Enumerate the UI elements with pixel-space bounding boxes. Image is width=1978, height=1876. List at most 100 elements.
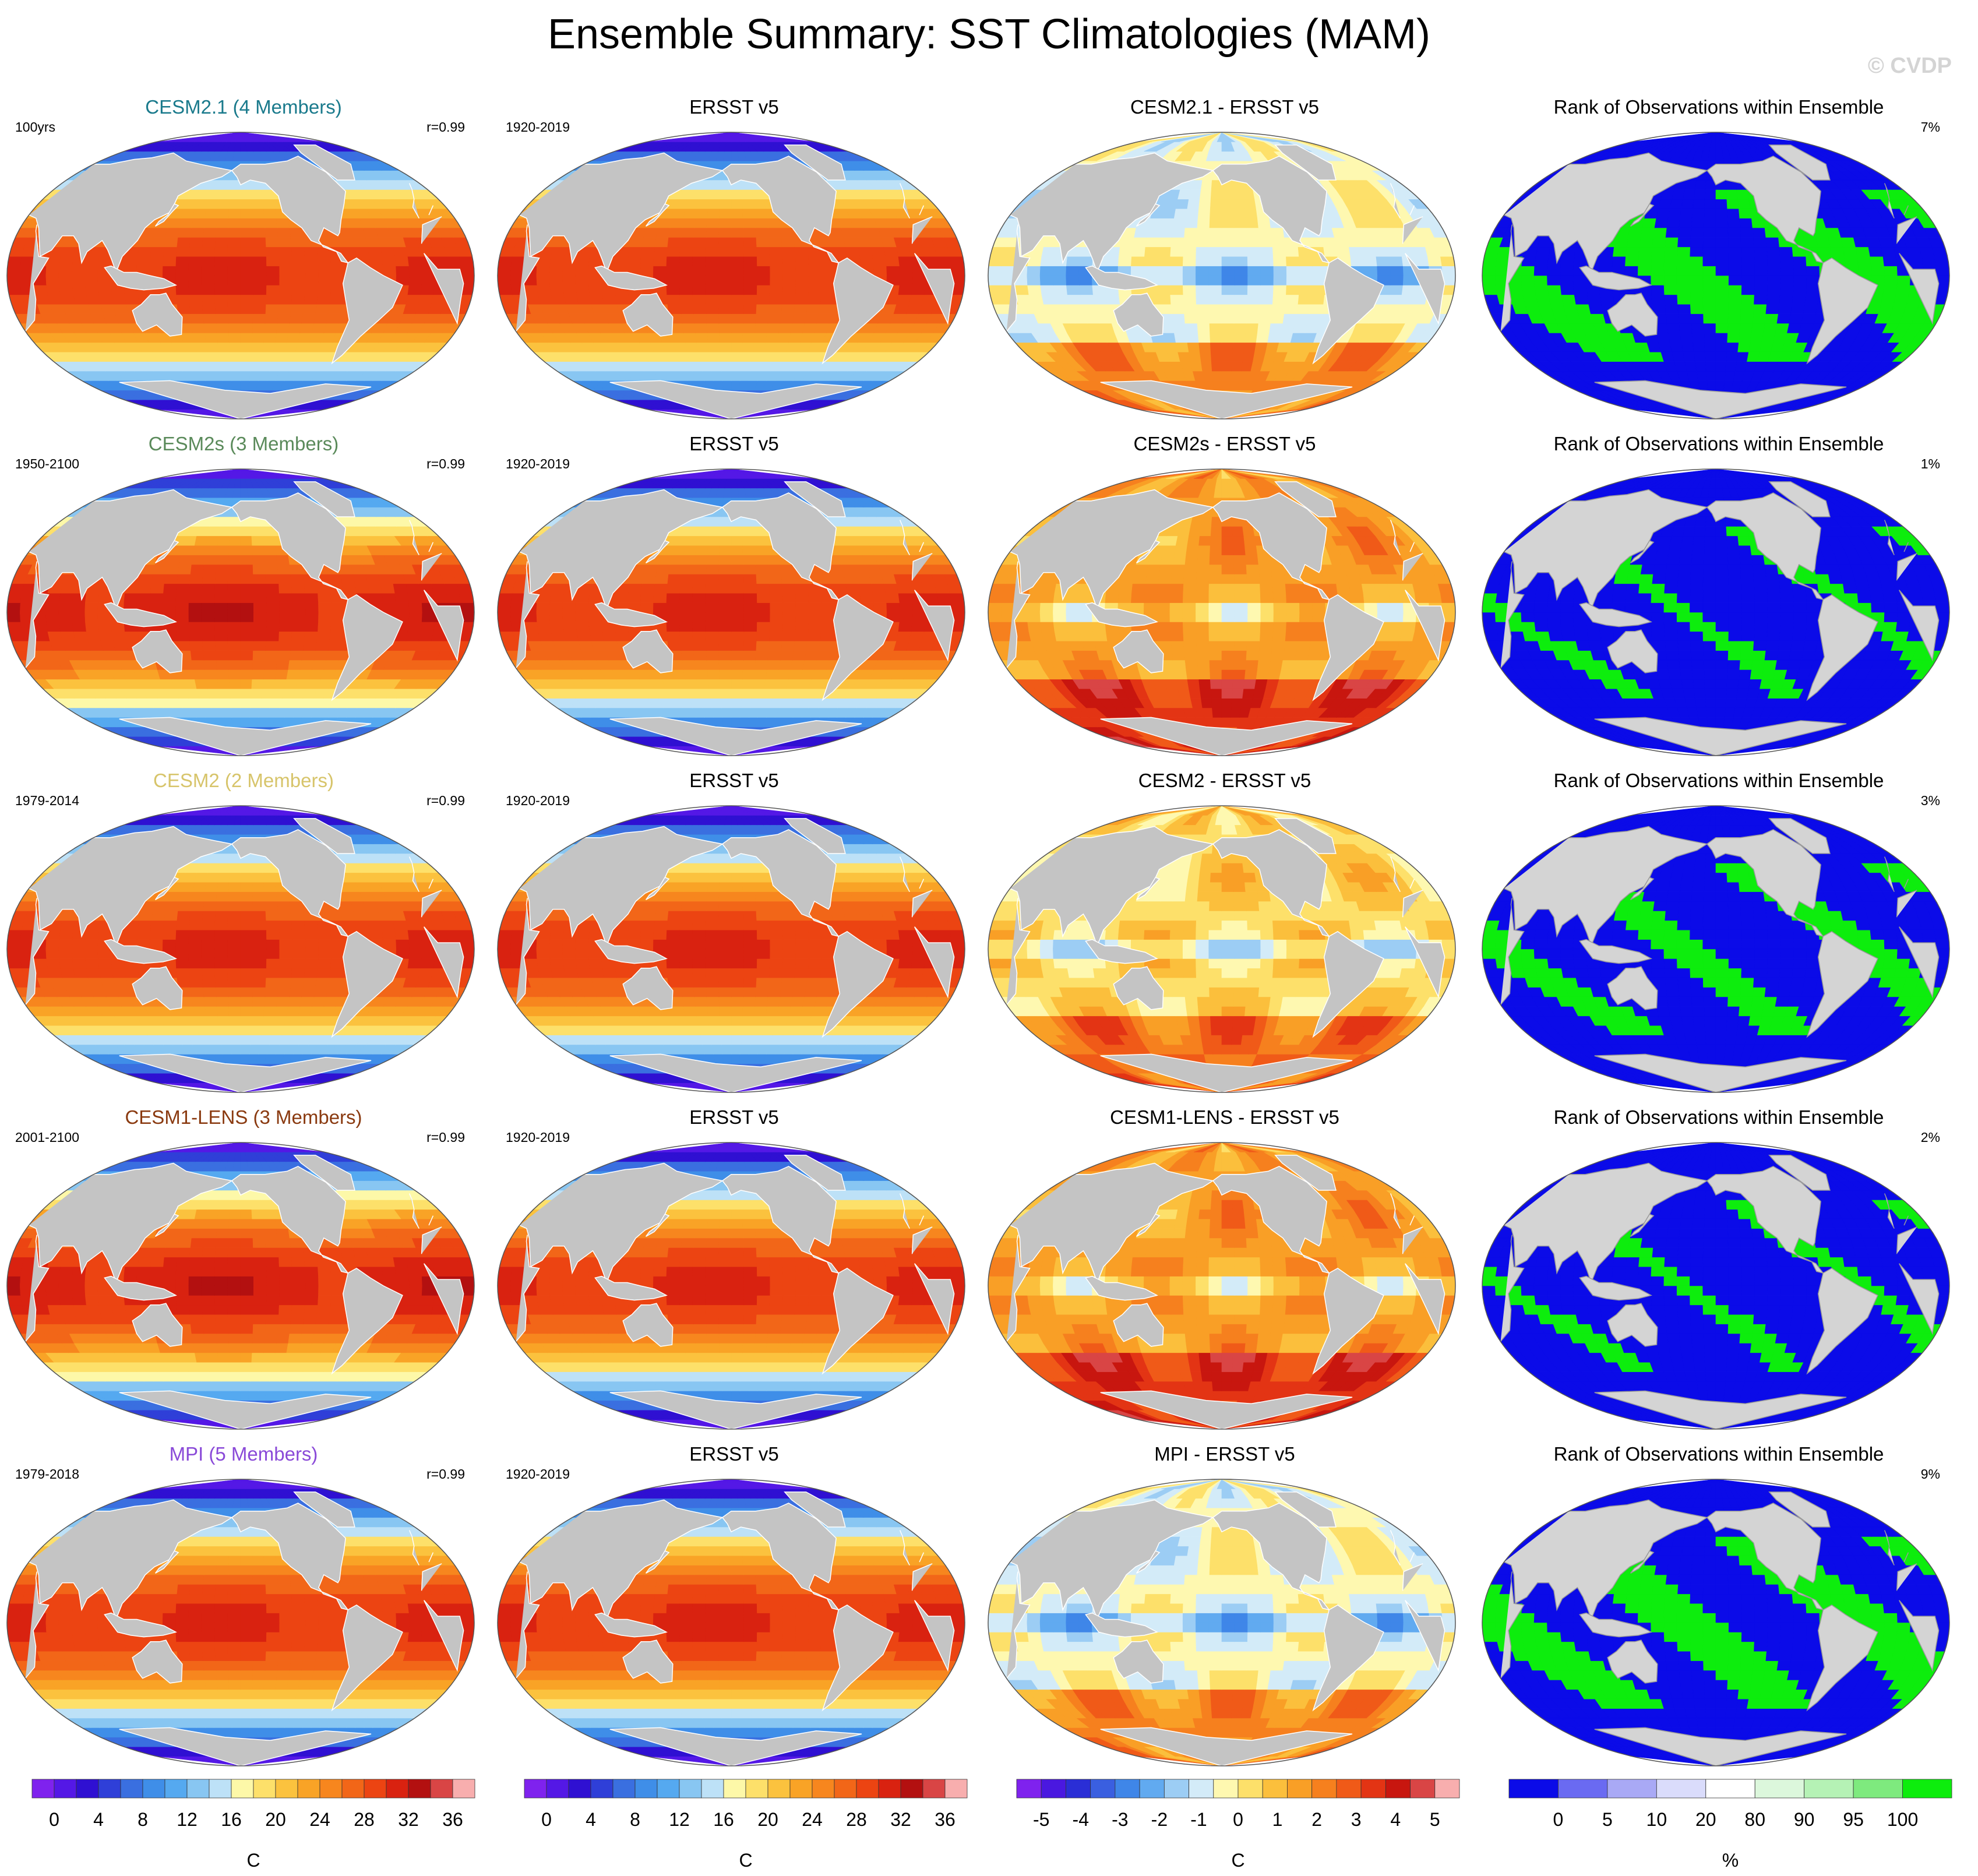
field-cell xyxy=(216,314,228,323)
field-cell xyxy=(1258,314,1272,323)
field-cell xyxy=(253,247,266,256)
field-cell xyxy=(656,228,670,237)
field-cell xyxy=(241,323,253,333)
field-cell xyxy=(682,323,696,333)
field-cell xyxy=(1651,285,1665,294)
field-cell xyxy=(1222,247,1235,256)
field-cell xyxy=(292,593,305,602)
field-cell xyxy=(1656,333,1670,342)
field-cell xyxy=(696,209,708,218)
field-cell xyxy=(1131,266,1144,276)
field-cell xyxy=(721,362,731,371)
field-cell xyxy=(266,247,280,256)
field-cell xyxy=(265,218,277,228)
field-cell xyxy=(1563,304,1578,313)
field-cell xyxy=(674,343,687,352)
field-cell xyxy=(252,323,265,333)
field-cell xyxy=(1210,218,1222,228)
field-cell xyxy=(590,295,604,304)
field-cell xyxy=(1716,247,1729,256)
field-cell xyxy=(1561,295,1576,304)
field-cell xyxy=(383,603,397,612)
field-cell xyxy=(1807,266,1820,276)
field-cell xyxy=(279,593,292,602)
field-cell xyxy=(409,276,422,285)
field-cell xyxy=(355,247,369,256)
field-cell xyxy=(687,352,700,361)
field-cell xyxy=(228,218,241,228)
field-cell xyxy=(1247,304,1260,313)
field-cell xyxy=(280,603,292,612)
field-cell xyxy=(744,256,757,266)
field-cell xyxy=(1704,333,1716,342)
field-cell xyxy=(215,622,228,631)
field-cell xyxy=(1187,343,1200,352)
field-cell xyxy=(1233,323,1246,333)
field-cell xyxy=(1119,247,1133,256)
field-cell xyxy=(1716,285,1729,294)
field-cell xyxy=(1212,371,1222,380)
field-cell xyxy=(1234,228,1247,237)
field-cell xyxy=(1196,237,1209,246)
field-cell xyxy=(408,285,422,294)
field-cell xyxy=(1589,304,1603,313)
field-cell xyxy=(707,218,720,228)
field-cell xyxy=(409,603,422,612)
field-cell xyxy=(217,209,229,218)
field-cell xyxy=(719,218,731,228)
field-cell xyxy=(1105,256,1119,266)
field-cell xyxy=(1560,266,1574,276)
field-cell xyxy=(230,689,241,698)
field-cell xyxy=(770,276,783,285)
field-cell xyxy=(241,708,251,717)
field-cell xyxy=(292,256,305,266)
field-cell xyxy=(251,189,263,199)
field-cell xyxy=(382,593,396,602)
field-cell xyxy=(197,189,210,199)
field-cell xyxy=(318,276,332,285)
field-cell xyxy=(164,237,178,246)
field-cell xyxy=(693,304,707,313)
field-cell xyxy=(176,285,189,294)
field-cell xyxy=(1883,256,1897,266)
field-cell xyxy=(1716,199,1727,209)
field-cell xyxy=(1210,209,1222,218)
field-cell xyxy=(718,285,731,294)
field-cell xyxy=(125,632,139,641)
field-cell xyxy=(669,228,682,237)
field-cell xyxy=(576,285,590,294)
field-cell xyxy=(1667,323,1680,333)
field-cell xyxy=(1921,256,1936,266)
field-cell xyxy=(228,247,241,256)
field-cell xyxy=(1120,237,1134,246)
field-cell xyxy=(279,285,292,294)
field-cell xyxy=(1775,323,1789,333)
field-cell xyxy=(743,218,756,228)
field-cell xyxy=(795,247,808,256)
field-cell xyxy=(228,593,241,602)
field-cell xyxy=(251,362,262,371)
field-cell xyxy=(629,237,643,246)
field-cell xyxy=(328,237,342,246)
field-cell xyxy=(1222,237,1235,246)
field-cell xyxy=(276,218,290,228)
field-cell xyxy=(589,285,603,294)
field-cell xyxy=(909,247,925,256)
field-cell xyxy=(1639,247,1652,256)
field-cell xyxy=(720,209,731,218)
field-cell xyxy=(782,295,795,304)
field-cell xyxy=(1248,266,1261,276)
field-cell xyxy=(1681,199,1694,209)
field-cell xyxy=(1729,304,1741,313)
field-cell xyxy=(433,593,448,602)
field-cell xyxy=(1222,304,1235,313)
field-cell xyxy=(241,660,253,669)
field-cell xyxy=(1157,266,1170,276)
field-cell xyxy=(277,228,291,237)
field-cell xyxy=(744,295,757,304)
field-cell xyxy=(221,371,232,380)
field-cell xyxy=(304,632,318,641)
field-cell xyxy=(1729,256,1741,266)
field-cell xyxy=(203,228,216,237)
field-cell xyxy=(1324,247,1338,256)
